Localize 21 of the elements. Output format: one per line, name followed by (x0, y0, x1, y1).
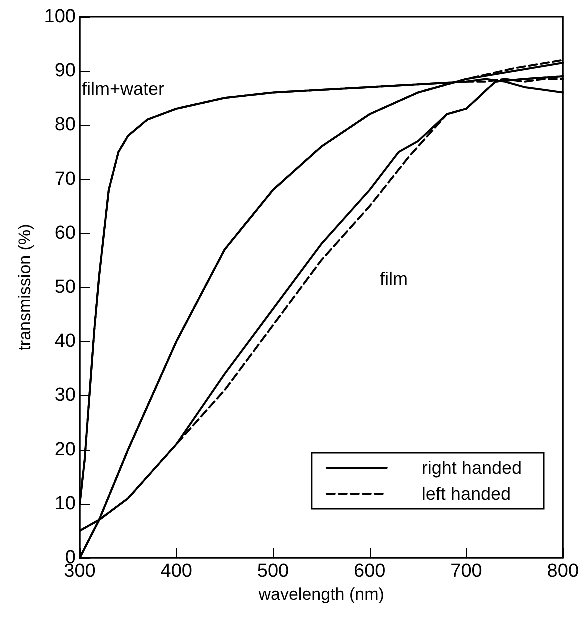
y-tick-label: 100 (44, 6, 76, 28)
y-tick-label: 10 (54, 493, 76, 514)
y-tick-label: 90 (54, 60, 76, 82)
legend-label: right handed (422, 458, 522, 478)
y-tick-label: 50 (54, 277, 76, 298)
x-tick-label: 600 (354, 561, 386, 582)
x-tick-label: 400 (160, 561, 192, 582)
x-tick-label: 500 (257, 561, 290, 582)
annotation: film (380, 269, 408, 289)
y-tick-label: 70 (54, 168, 76, 190)
x-tick-label: 700 (450, 561, 482, 582)
annotation: film+water (82, 79, 165, 99)
y-axis-title: transmission (%) (15, 224, 34, 351)
y-tick-label: 20 (54, 439, 76, 460)
x-axis-title: wavelength (nm) (258, 584, 384, 604)
y-tick-label: 80 (54, 114, 76, 136)
x-tick-label: 800 (547, 561, 579, 582)
y-tick-label: 30 (54, 385, 76, 406)
legend-label: left handed (422, 484, 511, 504)
y-tick-label: 60 (54, 222, 76, 244)
y-tick-label: 40 (54, 331, 76, 352)
